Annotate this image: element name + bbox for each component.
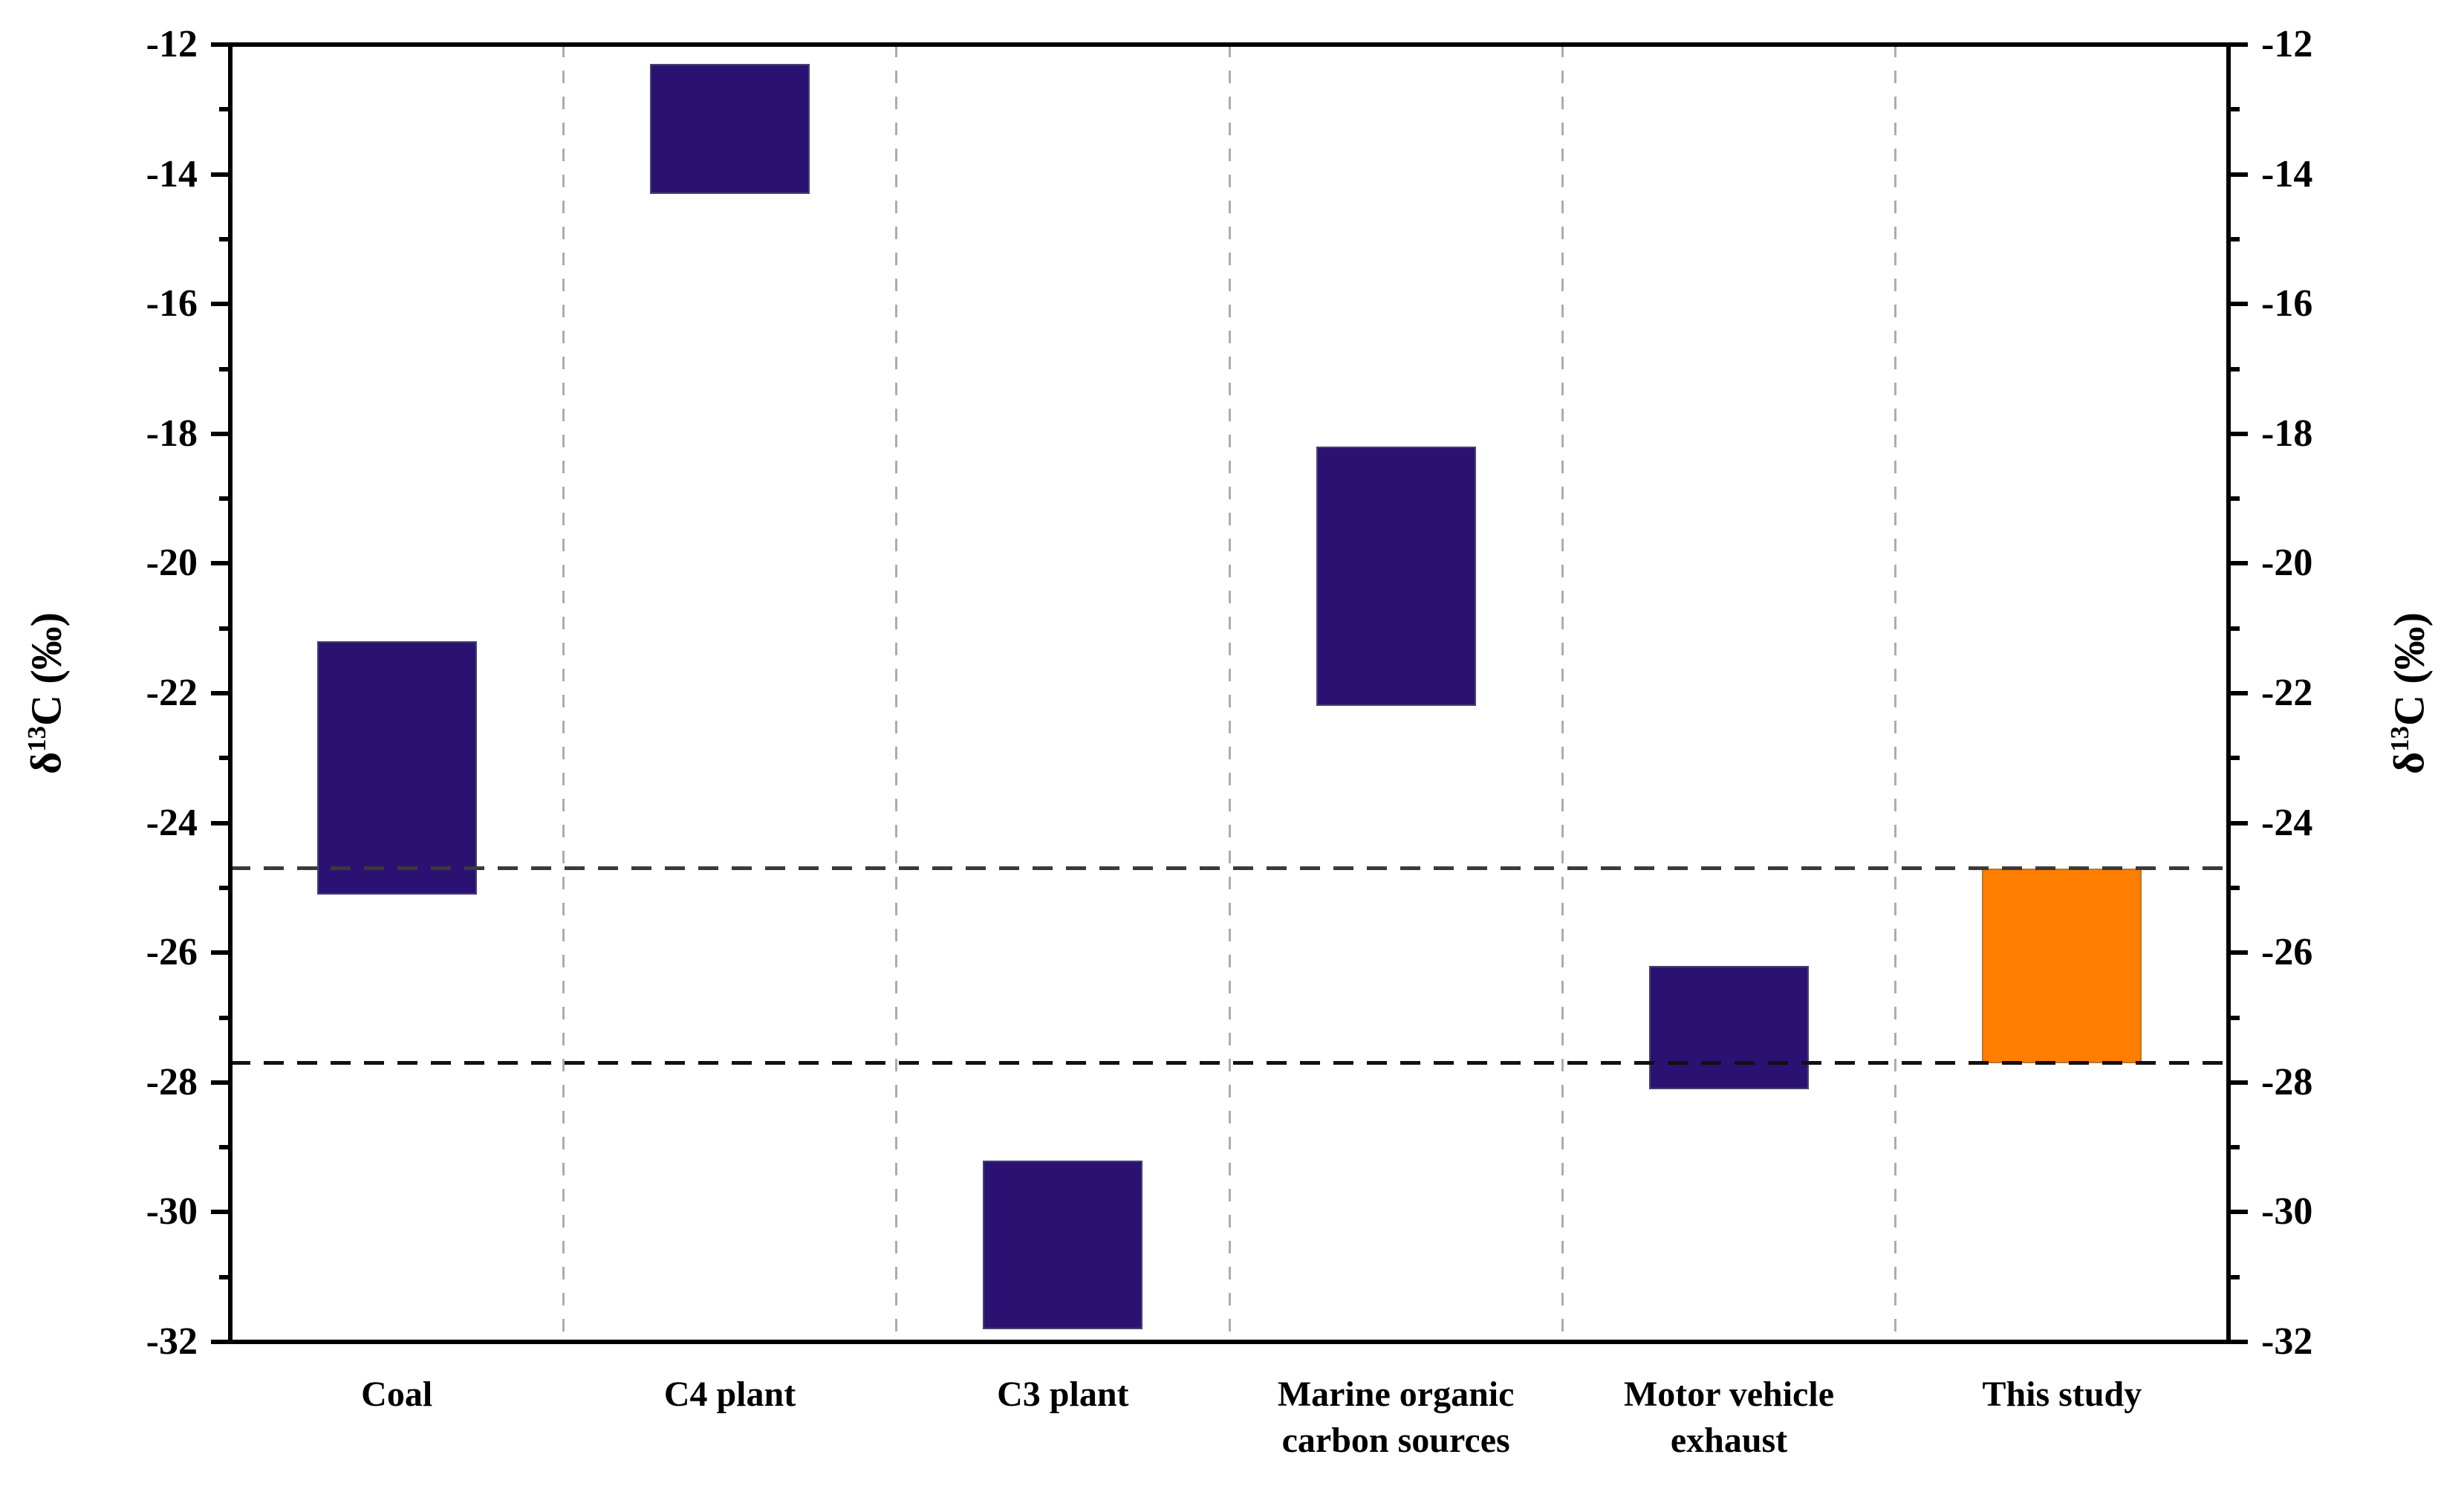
y-tick-minor-right xyxy=(2229,885,2240,890)
y-tick-minor-left xyxy=(219,1274,230,1279)
y-tick-minor-right xyxy=(2229,1145,2240,1150)
y-tick-minor-left xyxy=(219,756,230,761)
category-separator xyxy=(1561,45,1564,1342)
y-tick-label-right: -20 xyxy=(2261,542,2313,585)
y-tick-label-right: -22 xyxy=(2261,672,2313,714)
y-tick-label-right: -14 xyxy=(2261,152,2313,195)
category-label-motor-vehicle-exhaust: Motor vehicle exhaust xyxy=(1623,1375,1834,1460)
y-tick-label-right: -12 xyxy=(2261,23,2313,65)
category-label-c4-plant: C4 plant xyxy=(663,1375,796,1414)
y-tick-label-left: -20 xyxy=(146,542,198,585)
category-separator xyxy=(1894,45,1897,1342)
y-tick-major-right xyxy=(2229,1340,2248,1344)
y-tick-label-left: -14 xyxy=(146,152,198,195)
y-tick-minor-right xyxy=(2229,236,2240,241)
bar-this-study xyxy=(1982,868,2142,1063)
y-tick-label-right: -16 xyxy=(2261,282,2313,325)
y-tick-minor-left xyxy=(219,107,230,112)
y-tick-minor-right xyxy=(2229,496,2240,502)
y-axis-title-right-text: δ13C (‰) xyxy=(2385,612,2434,774)
y-tick-major-left xyxy=(211,172,230,177)
y-tick-major-left xyxy=(211,1080,230,1085)
y-tick-major-right xyxy=(2229,691,2248,695)
y-tick-minor-left xyxy=(219,366,230,372)
y-tick-major-right xyxy=(2229,820,2248,825)
y-tick-label-left: -18 xyxy=(146,412,198,455)
bar-coal xyxy=(316,641,477,895)
y-tick-minor-right xyxy=(2229,756,2240,761)
bar-c4-plant xyxy=(650,64,810,194)
y-tick-major-left xyxy=(211,431,230,436)
y-tick-major-left xyxy=(211,561,230,566)
y-tick-major-right xyxy=(2229,302,2248,307)
y-tick-label-left: -26 xyxy=(146,931,198,974)
y-tick-major-left xyxy=(211,691,230,695)
y-tick-major-right xyxy=(2229,42,2248,47)
y-tick-minor-left xyxy=(219,885,230,890)
y-tick-minor-right xyxy=(2229,626,2240,631)
y-tick-label-right: -28 xyxy=(2261,1060,2313,1103)
y-tick-label-left: -12 xyxy=(146,23,198,65)
category-label-c3-plant: C3 plant xyxy=(997,1375,1129,1414)
y-tick-minor-right xyxy=(2229,1274,2240,1279)
category-separator xyxy=(1228,45,1231,1342)
y-tick-major-left xyxy=(211,42,230,47)
y-tick-major-right xyxy=(2229,561,2248,566)
y-tick-label-right: -18 xyxy=(2261,412,2313,455)
category-label-marine-organic-carbon-sources: Marine organic carbon sources xyxy=(1277,1375,1515,1460)
y-tick-label-left: -24 xyxy=(146,801,198,844)
bar-motor-vehicle-exhaust xyxy=(1649,965,1809,1089)
category-separator xyxy=(895,45,898,1342)
y-tick-minor-left xyxy=(219,1145,230,1150)
y-tick-label-left: -22 xyxy=(146,672,198,714)
y-tick-minor-left xyxy=(219,1015,230,1020)
y-tick-major-left xyxy=(211,950,230,956)
y-tick-label-right: -26 xyxy=(2261,931,2313,974)
y-tick-minor-left xyxy=(219,236,230,241)
y-tick-label-left: -28 xyxy=(146,1060,198,1103)
y-tick-major-right xyxy=(2229,1210,2248,1215)
y-tick-label-left: -30 xyxy=(146,1190,198,1233)
bar-marine-organic-carbon-sources xyxy=(1316,447,1476,707)
y-axis-title-left-text: δ13C (‰) xyxy=(22,612,71,774)
y-tick-major-left xyxy=(211,1210,230,1215)
category-label-this-study: This study xyxy=(1982,1375,2142,1414)
y-tick-major-right xyxy=(2229,950,2248,956)
y-tick-label-right: -32 xyxy=(2261,1320,2313,1363)
y-tick-label-right: -24 xyxy=(2261,801,2313,844)
y-tick-minor-right xyxy=(2229,1015,2240,1020)
y-tick-label-left: -16 xyxy=(146,282,198,325)
y-tick-minor-right xyxy=(2229,107,2240,112)
y-tick-minor-right xyxy=(2229,366,2240,372)
reference-line-upper xyxy=(230,866,2229,871)
y-tick-major-left xyxy=(211,1340,230,1344)
y-tick-label-right: -30 xyxy=(2261,1190,2313,1233)
y-tick-minor-left xyxy=(219,626,230,631)
y-tick-major-left xyxy=(211,820,230,825)
bar-c3-plant xyxy=(983,1160,1143,1329)
category-label-coal: Coal xyxy=(361,1375,433,1414)
y-tick-major-left xyxy=(211,302,230,307)
y-tick-major-right xyxy=(2229,431,2248,436)
y-tick-minor-left xyxy=(219,496,230,502)
category-separator xyxy=(562,45,565,1342)
y-tick-major-right xyxy=(2229,1080,2248,1085)
y-tick-label-left: -32 xyxy=(146,1320,198,1363)
y-tick-major-right xyxy=(2229,172,2248,177)
reference-line-lower xyxy=(230,1061,2229,1065)
